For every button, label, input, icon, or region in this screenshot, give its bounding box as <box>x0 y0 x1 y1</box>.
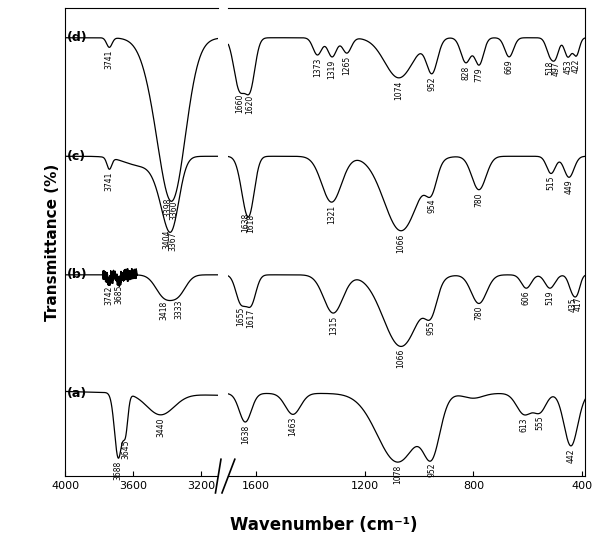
Text: 1638: 1638 <box>241 213 250 232</box>
Text: 3685: 3685 <box>114 285 124 304</box>
Text: 422: 422 <box>572 58 581 73</box>
Text: (a): (a) <box>67 387 87 400</box>
Text: (c): (c) <box>67 150 86 163</box>
Text: 519: 519 <box>545 291 554 305</box>
Text: 1620: 1620 <box>246 95 255 114</box>
Text: 555: 555 <box>536 415 545 430</box>
Text: 449: 449 <box>564 180 574 194</box>
Text: 1660: 1660 <box>235 94 244 113</box>
Text: 1618: 1618 <box>247 214 255 233</box>
Text: 1066: 1066 <box>397 233 406 253</box>
Text: 1463: 1463 <box>289 417 298 436</box>
Text: 515: 515 <box>546 176 555 190</box>
Text: 1265: 1265 <box>342 56 351 75</box>
Text: 442: 442 <box>567 448 576 463</box>
Text: Wavenumber (cm⁻¹): Wavenumber (cm⁻¹) <box>230 516 418 534</box>
Text: 780: 780 <box>475 192 484 207</box>
Text: 669: 669 <box>505 60 514 74</box>
Text: 1655: 1655 <box>236 307 245 326</box>
Text: 1066: 1066 <box>397 349 406 368</box>
Text: 3742: 3742 <box>105 286 113 305</box>
Y-axis label: Transmittance (%): Transmittance (%) <box>45 163 60 321</box>
Text: 1321: 1321 <box>327 204 336 224</box>
Text: 518: 518 <box>546 61 555 75</box>
Text: 1638: 1638 <box>241 425 250 444</box>
Text: 3418: 3418 <box>160 301 169 320</box>
Text: 417: 417 <box>573 296 582 311</box>
Text: 1319: 1319 <box>328 60 337 78</box>
Text: 1074: 1074 <box>394 80 403 100</box>
Text: 952: 952 <box>428 76 437 91</box>
Text: 3333: 3333 <box>174 299 183 319</box>
Text: 3398: 3398 <box>163 198 172 217</box>
Text: 779: 779 <box>475 68 484 82</box>
Text: 3367: 3367 <box>168 231 178 250</box>
Text: 952: 952 <box>428 463 437 477</box>
Text: 606: 606 <box>522 291 531 305</box>
Text: 828: 828 <box>462 65 470 80</box>
Text: 780: 780 <box>475 306 484 320</box>
Text: 3741: 3741 <box>105 50 114 69</box>
Text: 453: 453 <box>564 60 573 74</box>
Text: 1373: 1373 <box>313 57 322 77</box>
Text: 435: 435 <box>568 298 577 312</box>
Text: 3360: 3360 <box>169 201 179 220</box>
Text: 3688: 3688 <box>114 460 123 480</box>
Text: 955: 955 <box>426 321 436 335</box>
Text: (d): (d) <box>67 31 88 44</box>
Text: (b): (b) <box>67 268 88 281</box>
Text: 954: 954 <box>427 198 436 213</box>
Text: 1315: 1315 <box>328 315 338 335</box>
Text: 3404: 3404 <box>162 229 171 249</box>
Text: 497: 497 <box>551 61 561 76</box>
Text: 613: 613 <box>520 417 529 432</box>
Text: 3741: 3741 <box>105 171 114 191</box>
Text: 1078: 1078 <box>393 465 402 484</box>
Text: 3440: 3440 <box>156 417 165 437</box>
Text: 1617: 1617 <box>247 309 255 328</box>
Text: 3645: 3645 <box>121 439 130 459</box>
